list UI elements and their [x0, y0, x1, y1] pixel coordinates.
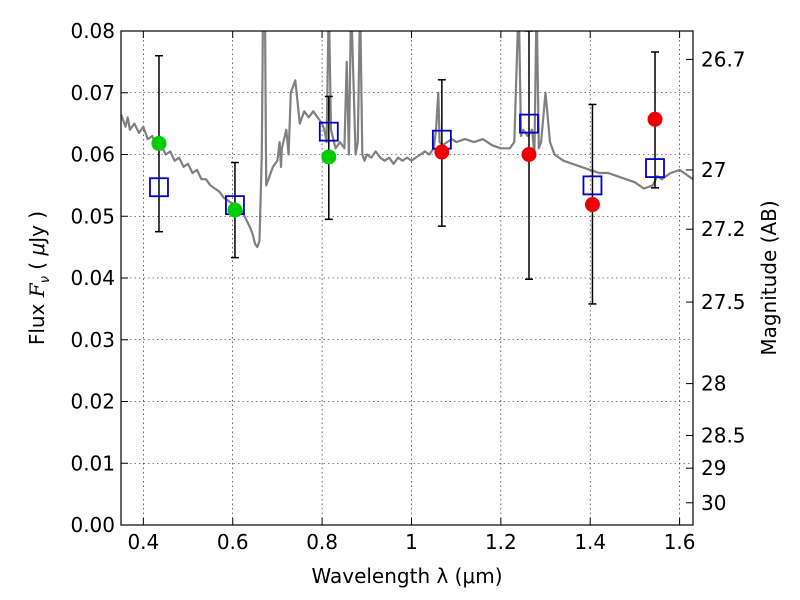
axis-ticks	[121, 30, 693, 526]
x-tick-label: 0.6	[217, 530, 249, 554]
plot-area	[121, 31, 693, 305]
right-tick-label: 29	[701, 456, 726, 480]
tick-labels: 0.4 0.6 0.8 1 1.2 1.4 1.6 0.00 0.01 0.02 0.03 0.04 0…	[70, 19, 745, 554]
circle-marker	[584, 197, 600, 213]
right-axis-label: Magnitude (AB)	[757, 200, 781, 355]
y-tick-label: 0.08	[70, 19, 115, 43]
x-tick-label: 1	[405, 530, 418, 554]
x-axis-label: Wavelength λ (μm)	[311, 564, 502, 588]
circle-marker	[434, 144, 450, 160]
y-tick-label: 0.04	[70, 266, 115, 290]
y-tick-label: 0.06	[70, 143, 115, 167]
y-tick-label: 0.01	[70, 451, 115, 475]
y-tick-label: 0.02	[70, 390, 115, 414]
circle-marker	[521, 147, 537, 162]
right-tick-label: 26.7	[701, 47, 746, 71]
square-marker	[645, 158, 665, 178]
y-tick-label: 0.03	[70, 328, 115, 352]
square-marker	[149, 177, 169, 198]
y-axis-label: Flux Fν ( μJy )	[25, 211, 53, 345]
circle-marker	[227, 202, 243, 218]
grid	[121, 30, 693, 526]
square-marker	[582, 175, 603, 196]
x-tick-label: 1.6	[664, 530, 696, 554]
right-tick-label: 27	[701, 158, 726, 182]
square-marker	[519, 113, 539, 134]
circle-marker	[647, 111, 663, 127]
y-tick-label: 0.05	[70, 204, 115, 228]
right-tick-label: 27.5	[701, 290, 746, 314]
x-tick-label: 0.8	[306, 530, 338, 554]
x-tick-label: 1.2	[485, 530, 517, 554]
x-tick-label: 1.4	[574, 530, 606, 554]
spectrum-line	[121, 31, 693, 249]
right-tick-label: 28.5	[701, 423, 746, 447]
y-tick-label: 0.00	[70, 513, 115, 537]
right-tick-label: 30	[701, 491, 726, 515]
right-tick-label: 27.2	[701, 217, 746, 241]
y-tick-label: 0.07	[70, 81, 115, 105]
circle-marker	[151, 135, 167, 151]
x-tick-label: 0.4	[127, 530, 159, 554]
circle-marker	[321, 149, 337, 165]
square-marker	[318, 121, 339, 142]
right-tick-label: 28	[701, 372, 726, 396]
